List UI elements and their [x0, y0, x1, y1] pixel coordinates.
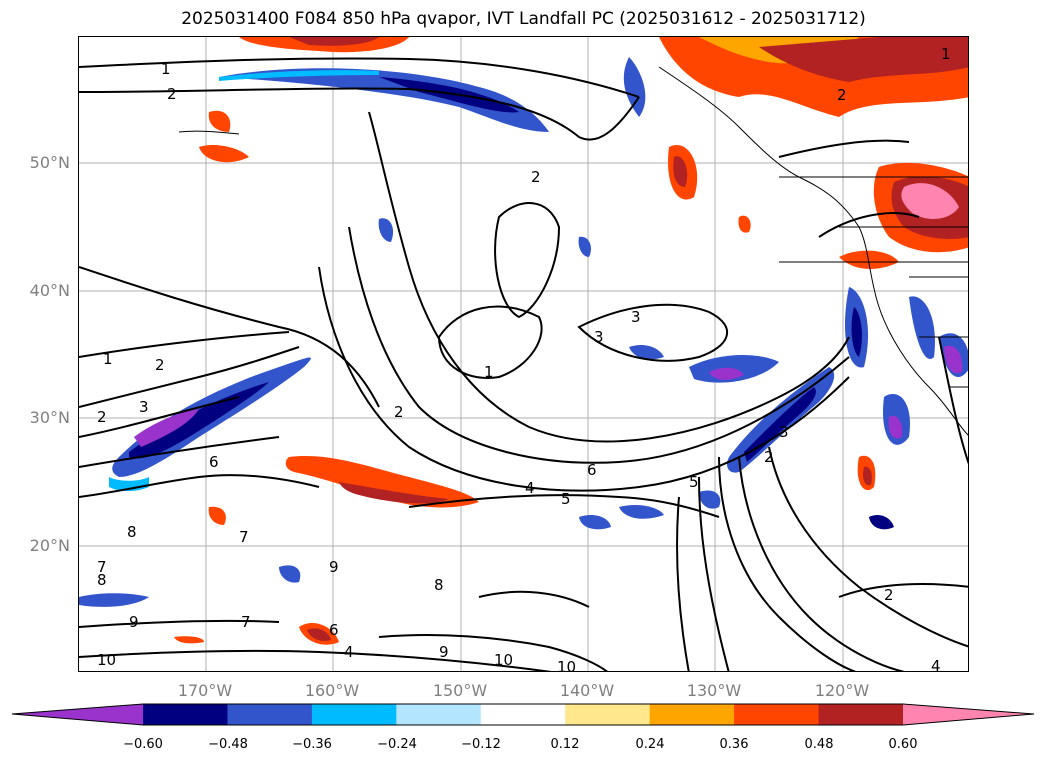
colorbar-segment: [818, 704, 904, 725]
colorbar-tick: −0.36: [292, 737, 332, 752]
colorbar-segment: [143, 704, 228, 725]
contour-label: 2: [155, 356, 165, 374]
colorbar-segment: [649, 704, 735, 725]
lon-label-160w: 160°W: [304, 681, 360, 700]
map-panel: 1 2 2 1 2 3 3 1 2 2 3 4 5 5 6 7 8 9 10 1…: [78, 36, 969, 672]
contour-labels: 1 2 2 1 2 3 3 1 2 2 3 4 5 5 6 7 8 9 10 1…: [97, 45, 951, 672]
map-canvas: 1 2 2 1 2 3 3 1 2 2 3 4 5 5 6 7 8 9 10 1…: [79, 37, 968, 672]
colorbar-extend-low: [12, 704, 143, 725]
colorbar-tick: 0.60: [888, 737, 918, 752]
contour-label: 8: [97, 571, 107, 589]
colorbar-tick: 0.24: [635, 737, 665, 752]
contour-label: 4: [344, 643, 354, 661]
colorbar-segment: [480, 704, 566, 725]
lat-label-40n: 40°N: [29, 281, 70, 300]
contour-label: 7: [97, 558, 107, 576]
contour-label: 10: [97, 651, 116, 669]
contour-label: 7: [241, 613, 251, 631]
coastlines: [178, 66, 968, 436]
lon-label-170w: 170°W: [177, 681, 233, 700]
contour-label: 9: [439, 643, 449, 661]
contour-label: 2: [394, 403, 404, 421]
colorbar-extend-high: [903, 704, 1034, 725]
colorbar-tick: −0.24: [377, 737, 417, 752]
contour-label: 2: [884, 586, 894, 604]
contour-label: 7: [239, 528, 249, 546]
lat-label-20n: 20°N: [29, 536, 70, 555]
lon-label-140w: 140°W: [559, 681, 615, 700]
colorbar-tick: −0.48: [208, 737, 248, 752]
contour-label: 4: [931, 657, 941, 672]
colorbar-tick: −0.12: [461, 737, 501, 752]
contour-label: 5: [689, 473, 699, 491]
contour-label: 3: [631, 308, 641, 326]
contour-label: 2: [764, 448, 774, 466]
contour-label: 2: [837, 86, 847, 104]
colorbar-tick: 0.48: [804, 737, 834, 752]
colorbar-segment: [227, 704, 313, 725]
lat-label-30n: 30°N: [29, 408, 70, 427]
contour-label: 8: [127, 523, 137, 541]
contour-label: 6: [329, 621, 339, 639]
colorbar-tick: 0.12: [550, 737, 580, 752]
contour-label: 5: [561, 490, 571, 508]
contour-label: 2: [97, 408, 107, 426]
contour-label: 3: [779, 423, 789, 441]
page-title: 2025031400 F084 850 hPa qvapor, IVT Land…: [181, 9, 866, 29]
contour-label: 8: [434, 576, 444, 594]
colorbar-tick: −0.60: [123, 737, 163, 752]
colorbar-tick: 0.36: [719, 737, 749, 752]
contour-label: 10: [494, 651, 513, 669]
contour-label: 1: [161, 60, 171, 78]
lat-label-50n: 50°N: [29, 153, 70, 172]
contour-label: 2: [531, 168, 541, 186]
contour-label: 10: [557, 658, 576, 672]
contour-label: 9: [329, 558, 339, 576]
colorbar: [11, 703, 1035, 726]
contour-label: 1: [103, 350, 113, 368]
contour-label: 1: [484, 363, 494, 381]
lon-label-120w: 120°W: [814, 681, 870, 700]
colorbar-segment: [311, 704, 397, 725]
colorbar-segment: [396, 704, 482, 725]
ivt-contours: [79, 57, 968, 671]
contour-label: 4: [525, 479, 535, 497]
contour-label: 2: [167, 85, 177, 103]
contour-label: 6: [209, 453, 219, 471]
filled-contours: [79, 37, 968, 645]
colorbar-segment: [734, 704, 820, 725]
colorbar-segments: [12, 704, 1034, 725]
contour-label: 3: [594, 328, 604, 346]
contour-label: 6: [587, 461, 597, 479]
lon-label-150w: 150°W: [432, 681, 488, 700]
contour-label: 1: [941, 45, 951, 63]
contour-label: 3: [139, 398, 149, 416]
contour-label: 9: [129, 613, 139, 631]
lon-label-130w: 130°W: [686, 681, 742, 700]
colorbar-segment: [565, 704, 651, 725]
